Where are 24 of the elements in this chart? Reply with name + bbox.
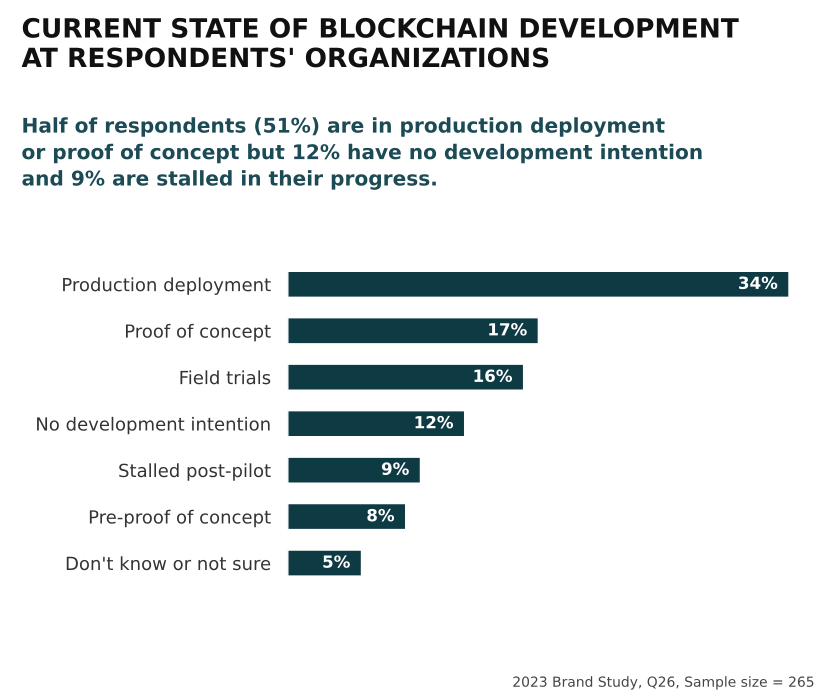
data-label: 8% [367,508,394,522]
chart-subtitle: Half of respondents (51%) are in production deployment or proof of concept but 12% have no development intention and 9% are stalled in their progress. [22,117,702,190]
chart-title: CURRENT STATE OF BLOCKCHAIN DEVELOPMENT AT RESPONDENTS' ORGANIZATIONS [22,18,739,68]
bar [288,456,422,484]
text: 2023 Brand Study, Q26, Sample size = 265 [513,676,814,690]
bar [288,364,524,391]
data-label: 9% [382,462,409,475]
y-tick-label: No development intention [37,416,270,434]
bar [288,410,466,438]
data-label: 16% [474,369,512,382]
data-label: 34% [739,276,778,290]
y-tick-label: Stalled post-pilot [119,463,271,481]
bar [288,502,406,530]
y-tick-label: Don't know or not sure [66,556,270,570]
y-tick-label: Pre-proof of concept [90,510,271,528]
data-label: 12% [416,416,454,429]
y-tick-label: Field trials [180,370,270,384]
y-tick-label: Production deployment [63,277,271,295]
data-label: 5% [323,555,350,568]
bar [288,317,540,344]
bar [288,549,362,577]
data-label: 17% [489,322,527,336]
bar [288,270,789,298]
y-tick-label: Proof of concept [126,324,271,342]
